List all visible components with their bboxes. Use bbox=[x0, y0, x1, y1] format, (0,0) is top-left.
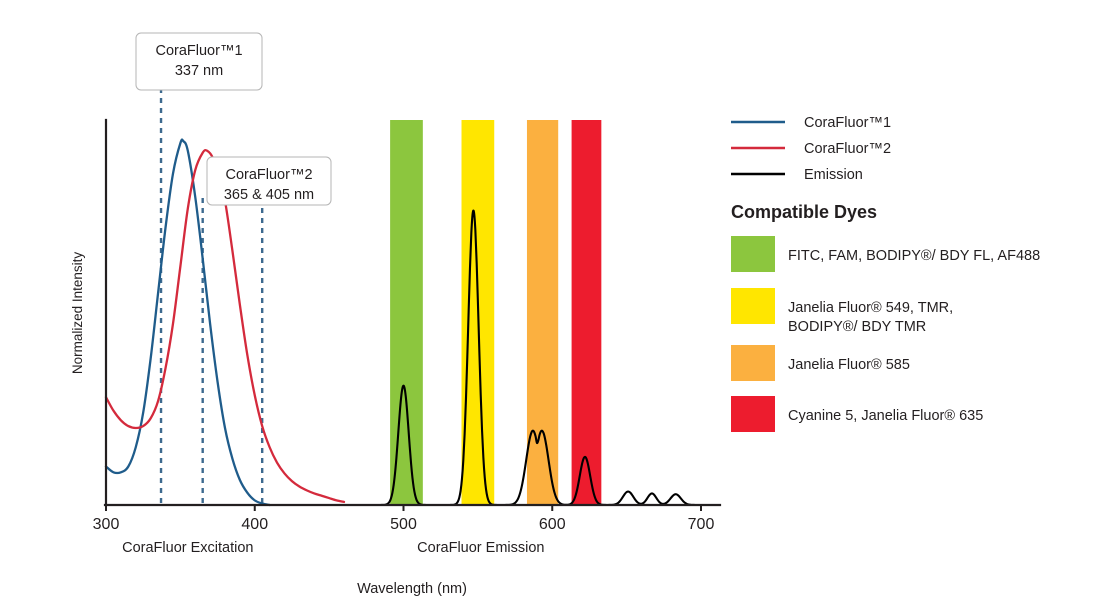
dye-swatch-1 bbox=[731, 288, 775, 324]
red-band bbox=[571, 120, 602, 505]
green-band bbox=[390, 120, 423, 505]
x-tick-label-700: 700 bbox=[688, 516, 715, 533]
corafluor2-callout-line1: CoraFluor™2 bbox=[225, 167, 312, 183]
x-tick-label-400: 400 bbox=[241, 516, 268, 533]
dye-label-1-1: BODIPY®/ BDY TMR bbox=[788, 319, 926, 335]
corafluor1-callout-line2: 337 nm bbox=[175, 63, 223, 79]
emission-band-layer bbox=[390, 120, 602, 505]
curve-emission bbox=[357, 209, 719, 507]
corafluor2-callout: CoraFluor™2 365 & 405 nm bbox=[206, 156, 332, 206]
x-tick-label-300: 300 bbox=[93, 516, 120, 533]
orange-band bbox=[526, 120, 559, 505]
x-tick-label-500: 500 bbox=[390, 516, 417, 533]
region-label-0: CoraFluor Excitation bbox=[122, 540, 253, 556]
y-axis-title: Normalized Intensity bbox=[70, 252, 85, 375]
corafluor2-callout-line2: 365 & 405 nm bbox=[224, 187, 314, 203]
legend-layer: CoraFluor™1 CoraFluor™2 Emission Compatible… bbox=[731, 115, 1040, 432]
axis-layer: 300 400 500 600 700 CoraFluor Excitation CoraF… bbox=[70, 118, 722, 597]
curve-corafluor1 bbox=[104, 138, 271, 507]
dye-swatch-0 bbox=[731, 236, 775, 272]
callout-layer: CoraFluor™1 337 nm CoraFluor™2 365 & 405 nm bbox=[135, 32, 332, 206]
dye-label-2-0: Janelia Fluor® 585 bbox=[788, 357, 910, 373]
legend-label-2: Emission bbox=[804, 167, 863, 183]
legend-label-0: CoraFluor™1 bbox=[804, 115, 891, 131]
region-label-1: CoraFluor Emission bbox=[417, 540, 544, 556]
x-tick-label-600: 600 bbox=[539, 516, 566, 533]
compatible-dyes-heading: Compatible Dyes bbox=[731, 202, 877, 222]
corafluor2-callout-box bbox=[206, 156, 332, 206]
dye-swatch-3 bbox=[731, 396, 775, 432]
dye-label-3-0: Cyanine 5, Janelia Fluor® 635 bbox=[788, 408, 983, 424]
x-axis-title: Wavelength (nm) bbox=[357, 581, 467, 597]
corafluor1-callout-line1: CoraFluor™1 bbox=[155, 43, 242, 59]
legend-label-1: CoraFluor™2 bbox=[804, 141, 891, 157]
dye-label-0-0: FITC, FAM, BODIPY®/ BDY FL, AF488 bbox=[788, 248, 1040, 264]
dye-label-1-0: Janelia Fluor® 549, TMR, bbox=[788, 300, 953, 316]
corafluor1-callout-box bbox=[135, 32, 263, 91]
corafluor1-callout: CoraFluor™1 337 nm bbox=[135, 32, 263, 91]
dye-swatch-2 bbox=[731, 345, 775, 381]
